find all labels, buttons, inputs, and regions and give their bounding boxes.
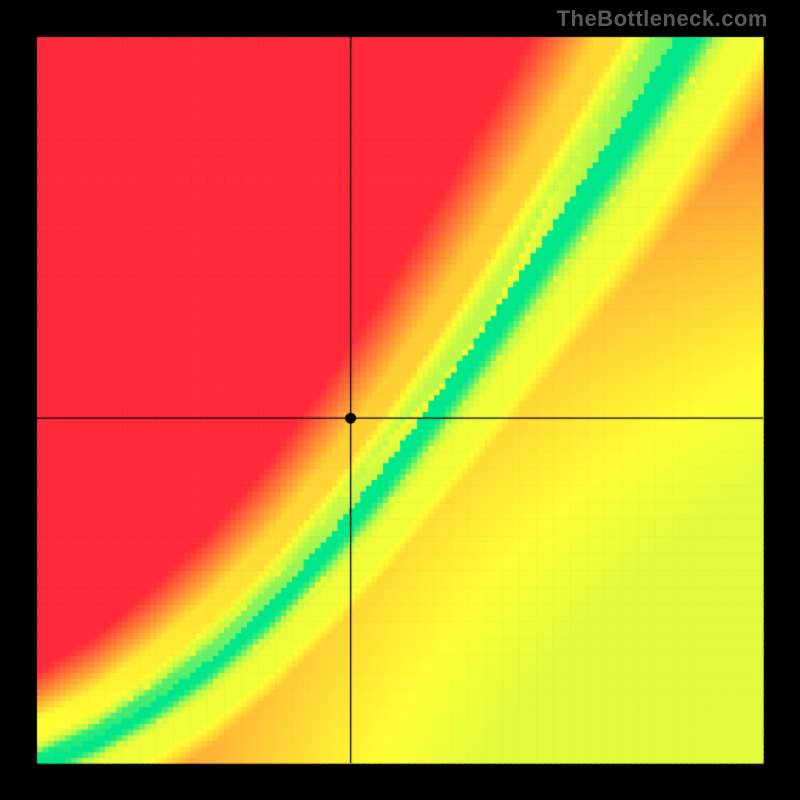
watermark-text: TheBottleneck.com [557,6,768,32]
bottleneck-heatmap [0,0,800,800]
